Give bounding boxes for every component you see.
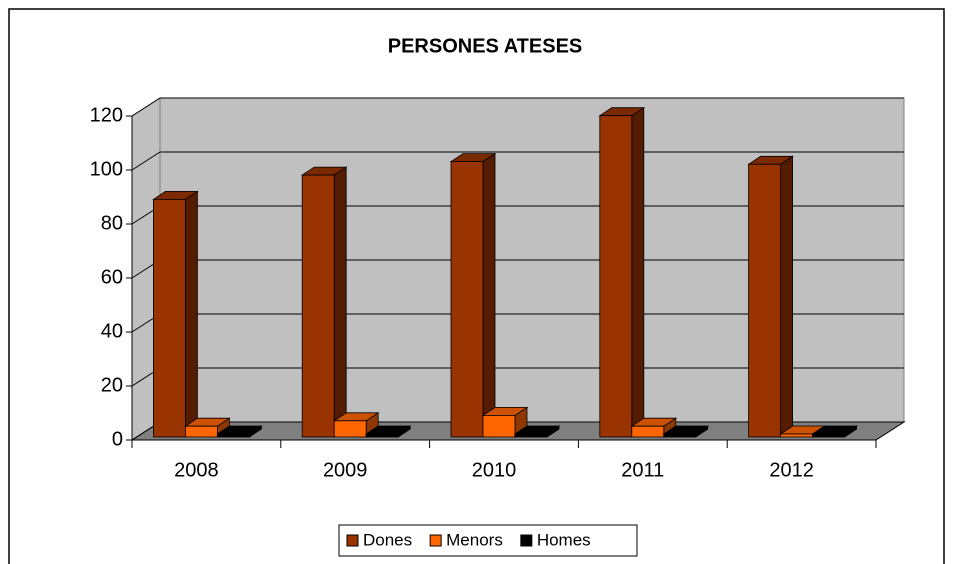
legend-box bbox=[338, 524, 638, 557]
x-tick-label: 2009 bbox=[323, 459, 368, 481]
grid-line bbox=[131, 97, 161, 117]
y-tick-label: 80 bbox=[101, 212, 123, 234]
bar-side bbox=[631, 106, 645, 438]
bar bbox=[663, 433, 697, 438]
bar bbox=[812, 433, 845, 438]
bar-side bbox=[333, 166, 347, 438]
bar bbox=[514, 433, 548, 438]
bar bbox=[301, 174, 335, 438]
bar bbox=[450, 161, 484, 438]
x-tick-label: 2012 bbox=[769, 459, 814, 481]
bar bbox=[780, 433, 813, 438]
bar bbox=[333, 420, 367, 438]
bar bbox=[631, 425, 665, 438]
x-tick-label: 2008 bbox=[174, 459, 219, 481]
bar-side bbox=[780, 155, 793, 438]
legend-label: Menors bbox=[446, 530, 503, 549]
grid-line bbox=[131, 151, 161, 171]
chart-title: PERSONES ATESES bbox=[388, 35, 583, 57]
x-tick-label: 2011 bbox=[621, 459, 664, 481]
legend-swatch bbox=[520, 534, 533, 547]
y-tick-label: 20 bbox=[101, 374, 123, 396]
y-tick-label: 100 bbox=[90, 158, 123, 180]
bar-side bbox=[184, 190, 198, 438]
legend-label: Homes bbox=[537, 530, 591, 549]
bar-side bbox=[482, 152, 496, 438]
y-tick-label: 60 bbox=[101, 266, 123, 288]
bar bbox=[748, 163, 781, 438]
y-tick-label: 0 bbox=[112, 428, 123, 450]
legend-swatch bbox=[429, 534, 442, 547]
y-tick-label: 40 bbox=[101, 320, 123, 342]
chart-border bbox=[8, 8, 945, 564]
bar bbox=[365, 433, 399, 438]
legend-label: Dones bbox=[363, 530, 412, 549]
bar bbox=[482, 414, 516, 438]
bar bbox=[216, 433, 250, 438]
y-tick-label: 120 bbox=[90, 104, 123, 126]
bar bbox=[599, 115, 633, 438]
x-tick-label: 2010 bbox=[472, 459, 517, 481]
legend-swatch bbox=[346, 534, 359, 547]
bar bbox=[184, 425, 218, 438]
bar bbox=[152, 198, 186, 438]
